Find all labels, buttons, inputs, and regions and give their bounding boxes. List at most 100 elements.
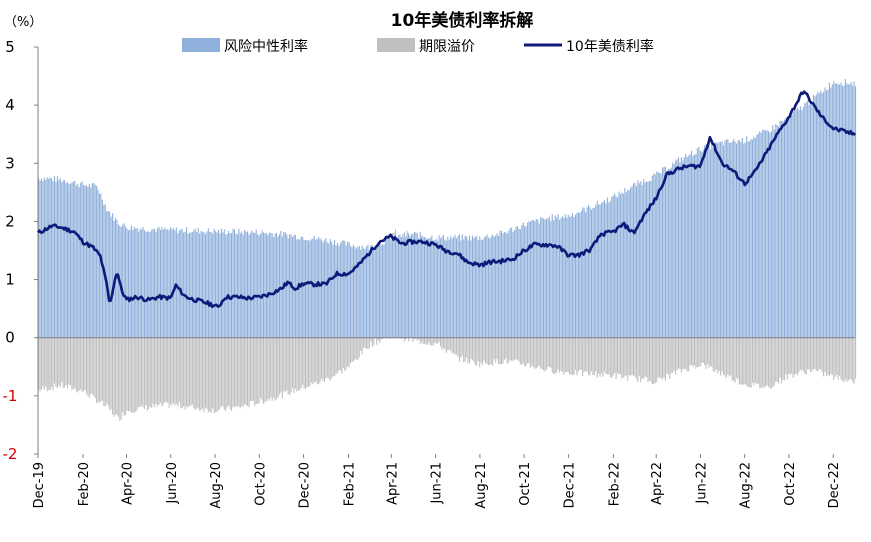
risk-neutral-rate-bar <box>248 235 250 338</box>
term-premium-bar <box>377 337 379 341</box>
term-premium-bar <box>519 337 521 365</box>
risk-neutral-rate-bar <box>138 231 140 338</box>
risk-neutral-rate-bar <box>90 187 92 338</box>
risk-neutral-rate-bar <box>794 110 796 338</box>
term-premium-bar <box>596 337 598 378</box>
risk-neutral-rate-bar <box>468 235 471 338</box>
term-premium-bar <box>733 337 735 381</box>
term-premium-bar <box>498 337 500 364</box>
term-premium-bar <box>357 337 359 361</box>
term-premium-bar <box>544 337 546 372</box>
term-premium-bar <box>316 337 318 385</box>
term-premium-bar <box>67 337 69 389</box>
risk-neutral-rate-bar <box>782 121 784 338</box>
risk-neutral-rate-bar <box>841 85 844 338</box>
term-premium-bar <box>413 337 415 339</box>
risk-neutral-rate-bar <box>843 85 845 338</box>
term-premium-bar <box>573 337 575 375</box>
risk-neutral-rate-bar <box>167 229 169 338</box>
risk-neutral-rate-bar <box>486 234 488 338</box>
risk-neutral-rate-bar <box>262 232 265 338</box>
risk-neutral-rate-bar <box>712 147 714 338</box>
risk-neutral-rate-bar <box>56 176 58 338</box>
risk-neutral-rate-bar <box>258 235 260 338</box>
term-premium-bar <box>219 337 221 409</box>
term-premium-bar <box>553 337 555 374</box>
risk-neutral-rate-bar <box>123 223 125 338</box>
risk-neutral-rate-bar <box>200 231 202 338</box>
risk-neutral-rate-bar <box>172 228 175 338</box>
term-premium-bar <box>159 337 161 403</box>
term-premium-bar <box>492 337 494 366</box>
risk-neutral-rate-bar <box>399 234 401 338</box>
term-premium-bar <box>715 337 717 370</box>
risk-neutral-rate-bar <box>251 230 253 338</box>
risk-neutral-rate-bar <box>682 160 684 338</box>
risk-neutral-rate-bar <box>647 181 649 338</box>
term-premium-bar <box>852 337 854 382</box>
term-premium-bar <box>844 337 846 380</box>
term-premium-bar <box>238 337 240 407</box>
term-premium-bar <box>274 337 276 401</box>
risk-neutral-rate-bar <box>320 239 323 338</box>
risk-neutral-rate-bar <box>744 142 746 338</box>
risk-neutral-rate-bar <box>360 249 362 338</box>
risk-neutral-rate-bar <box>97 189 99 338</box>
term-premium-bar <box>727 337 729 375</box>
term-premium-bar <box>184 337 186 410</box>
x-tick-label: Jun-20 <box>165 462 180 505</box>
x-tick-label: Aug-22 <box>739 462 754 509</box>
term-premium-bar <box>493 337 495 359</box>
risk-neutral-rate-bar <box>715 142 717 338</box>
risk-neutral-rate-bar <box>270 232 272 338</box>
term-premium-bar <box>540 337 542 369</box>
term-premium-bar <box>318 337 320 384</box>
risk-neutral-rate-bar <box>484 236 487 338</box>
risk-neutral-rate-bar <box>274 233 276 338</box>
risk-neutral-rate-bar <box>853 81 855 338</box>
term-premium-bar <box>229 337 231 410</box>
risk-neutral-rate-bar <box>418 238 420 338</box>
risk-neutral-rate-bar <box>109 211 111 338</box>
term-premium-bar <box>425 337 427 345</box>
risk-neutral-rate-bar <box>659 172 661 338</box>
term-premium-bar <box>577 337 579 372</box>
term-premium-bar <box>117 337 119 417</box>
risk-neutral-rate-bar <box>396 238 398 338</box>
risk-neutral-rate-bar <box>503 231 505 338</box>
term-premium-bar <box>422 337 424 345</box>
term-premium-bar <box>90 337 92 395</box>
risk-neutral-rate-bar <box>648 180 651 338</box>
risk-neutral-rate-bar <box>717 143 719 338</box>
term-premium-bar <box>831 337 833 375</box>
risk-neutral-rate-bar <box>421 235 423 338</box>
term-premium-bar <box>791 337 793 374</box>
term-premium-bar <box>394 229 397 234</box>
term-premium-bar <box>792 337 794 378</box>
term-premium-bar <box>622 337 624 378</box>
term-premium-bar <box>40 337 42 390</box>
risk-neutral-rate-bar <box>818 93 820 338</box>
term-premium-bar <box>51 337 53 388</box>
term-premium-bar <box>656 337 658 383</box>
legend-label-risk-neutral-rate: 风险中性利率 <box>224 38 308 55</box>
risk-neutral-rate-bar <box>231 232 233 338</box>
risk-neutral-rate-bar <box>706 147 709 338</box>
term-premium-bar <box>223 337 225 410</box>
term-premium-bar <box>273 337 275 398</box>
risk-neutral-rate-bar <box>294 234 296 338</box>
term-premium-bar <box>439 337 442 347</box>
term-premium-bar <box>107 337 109 406</box>
risk-neutral-rate-bar <box>91 183 93 338</box>
term-premium-bar <box>98 337 101 403</box>
term-premium-bar <box>541 337 543 369</box>
term-premium-bar <box>405 337 407 340</box>
term-premium-bar <box>780 337 783 384</box>
term-premium-bar <box>146 337 148 411</box>
risk-neutral-rate-bar <box>196 231 198 338</box>
risk-neutral-rate-bar <box>377 245 379 338</box>
risk-neutral-rate-bar <box>306 239 308 338</box>
term-premium-bar <box>264 337 266 403</box>
risk-neutral-rate-bar <box>450 236 452 338</box>
risk-neutral-rate-bar <box>487 237 489 338</box>
